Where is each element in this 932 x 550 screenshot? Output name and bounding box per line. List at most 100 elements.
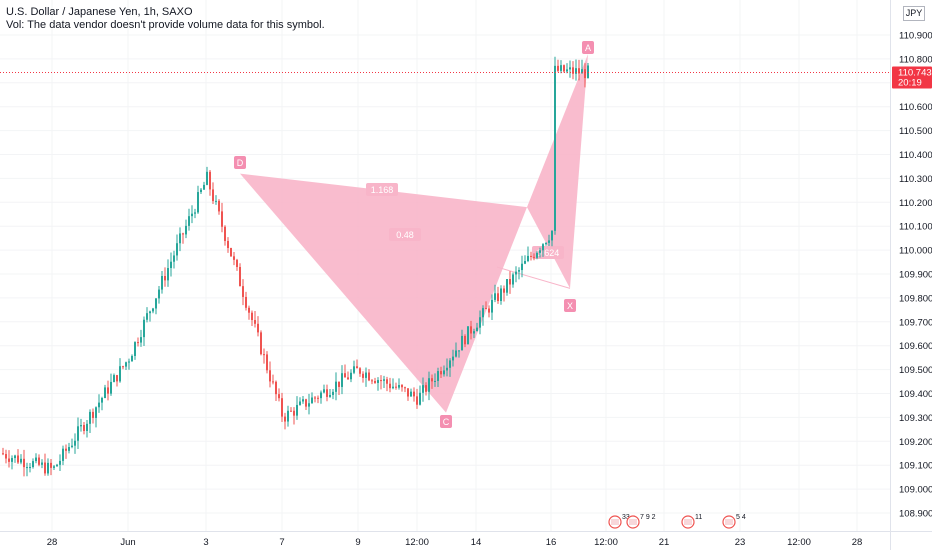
pattern-point-d[interactable]: D [234, 156, 246, 169]
candle [434, 373, 436, 387]
candle [239, 263, 241, 287]
price-tick-label: 109.200 [899, 437, 932, 448]
candle [134, 341, 136, 360]
candle [86, 420, 88, 438]
candle [488, 305, 490, 318]
candle [164, 267, 166, 287]
candle [209, 170, 211, 196]
time-tick-label: 21 [659, 537, 670, 548]
candle [560, 60, 562, 74]
candle [95, 406, 97, 428]
candle [419, 385, 421, 406]
candle [113, 373, 115, 383]
candle [410, 388, 412, 397]
candle [287, 405, 289, 427]
candle [293, 407, 295, 425]
candle [254, 310, 256, 328]
candle [515, 266, 517, 283]
candle [212, 182, 214, 205]
candle [152, 307, 154, 314]
candle [83, 421, 85, 435]
pattern-point-x[interactable]: X [564, 299, 576, 312]
candle [458, 350, 460, 358]
candle [479, 310, 481, 335]
candle [59, 454, 61, 471]
candle [290, 407, 292, 412]
event-flag[interactable]: 11 [681, 514, 702, 529]
candle [335, 372, 337, 401]
candle [104, 384, 106, 399]
candle [428, 371, 430, 401]
candle [236, 258, 238, 271]
svg-text:1.168: 1.168 [371, 185, 394, 195]
event-flag[interactable]: 7 9 2 [626, 514, 656, 529]
candle [377, 377, 379, 391]
candle [218, 199, 220, 215]
candle [350, 369, 352, 383]
candle [215, 195, 217, 205]
time-tick-label: 28 [852, 537, 863, 548]
candle [221, 202, 223, 233]
candle [344, 364, 346, 378]
candle [578, 59, 580, 81]
candle [530, 251, 532, 261]
svg-text:5 4: 5 4 [736, 514, 746, 521]
pattern-point-c[interactable]: C [440, 415, 452, 428]
candle [368, 369, 370, 382]
candle [533, 253, 535, 261]
price-tag-value: 110.743 [898, 68, 932, 79]
candle [548, 234, 550, 247]
candle [281, 392, 283, 423]
candle [245, 291, 247, 311]
candle [149, 310, 151, 322]
svg-text:33: 33 [622, 514, 630, 521]
candle [551, 230, 553, 247]
price-tick-label: 109.700 [899, 317, 932, 328]
pattern-point-a[interactable]: A [582, 41, 594, 54]
price-tick-label: 109.000 [899, 485, 932, 496]
candle [110, 373, 112, 396]
price-tick-label: 110.400 [899, 150, 932, 161]
candle [383, 375, 385, 388]
candle [299, 397, 301, 406]
candle [167, 259, 169, 287]
candle [35, 453, 37, 464]
price-tick-label: 109.100 [899, 461, 932, 472]
candle [413, 387, 415, 402]
price-tick-label: 110.900 [899, 31, 932, 42]
time-tick-label: 12:00 [787, 537, 811, 548]
candle [74, 433, 76, 454]
candle [296, 396, 298, 420]
candle [14, 454, 16, 463]
candle [395, 382, 397, 390]
candle [203, 181, 205, 190]
candle [461, 329, 463, 351]
svg-text:0.624: 0.624 [537, 248, 560, 258]
candle [431, 374, 433, 389]
candle [107, 380, 109, 401]
economic-events[interactable]: 33 7 9 2 11 5 4 [608, 514, 746, 529]
event-flag[interactable]: 33 [608, 514, 630, 529]
candle [80, 418, 82, 432]
candle [176, 234, 178, 261]
candle [425, 382, 427, 396]
time-axis[interactable]: 28 Jun 3 7 9 12:00 14 16 12:00 21 23 12:00 28 [47, 537, 863, 548]
candle [566, 63, 568, 74]
candle [179, 227, 181, 252]
currency-button[interactable]: JPY [903, 6, 925, 21]
svg-text:11: 11 [695, 514, 702, 521]
event-flag[interactable]: 5 4 [722, 514, 746, 529]
time-tick-label: 12:00 [405, 537, 429, 548]
price-tick-label: 109.800 [899, 293, 932, 304]
candle [68, 442, 70, 454]
candle [101, 396, 103, 411]
candle [554, 56, 556, 235]
candle [38, 454, 40, 467]
symbol-title[interactable]: U.S. Dollar / Japanese Yen, 1h, SAXO [6, 6, 193, 18]
candle [263, 348, 265, 364]
price-axis[interactable]: 110.900110.800110.700110.600110.500110.4… [899, 31, 932, 520]
candle [401, 384, 403, 392]
candle [323, 384, 325, 394]
candle [89, 409, 91, 433]
